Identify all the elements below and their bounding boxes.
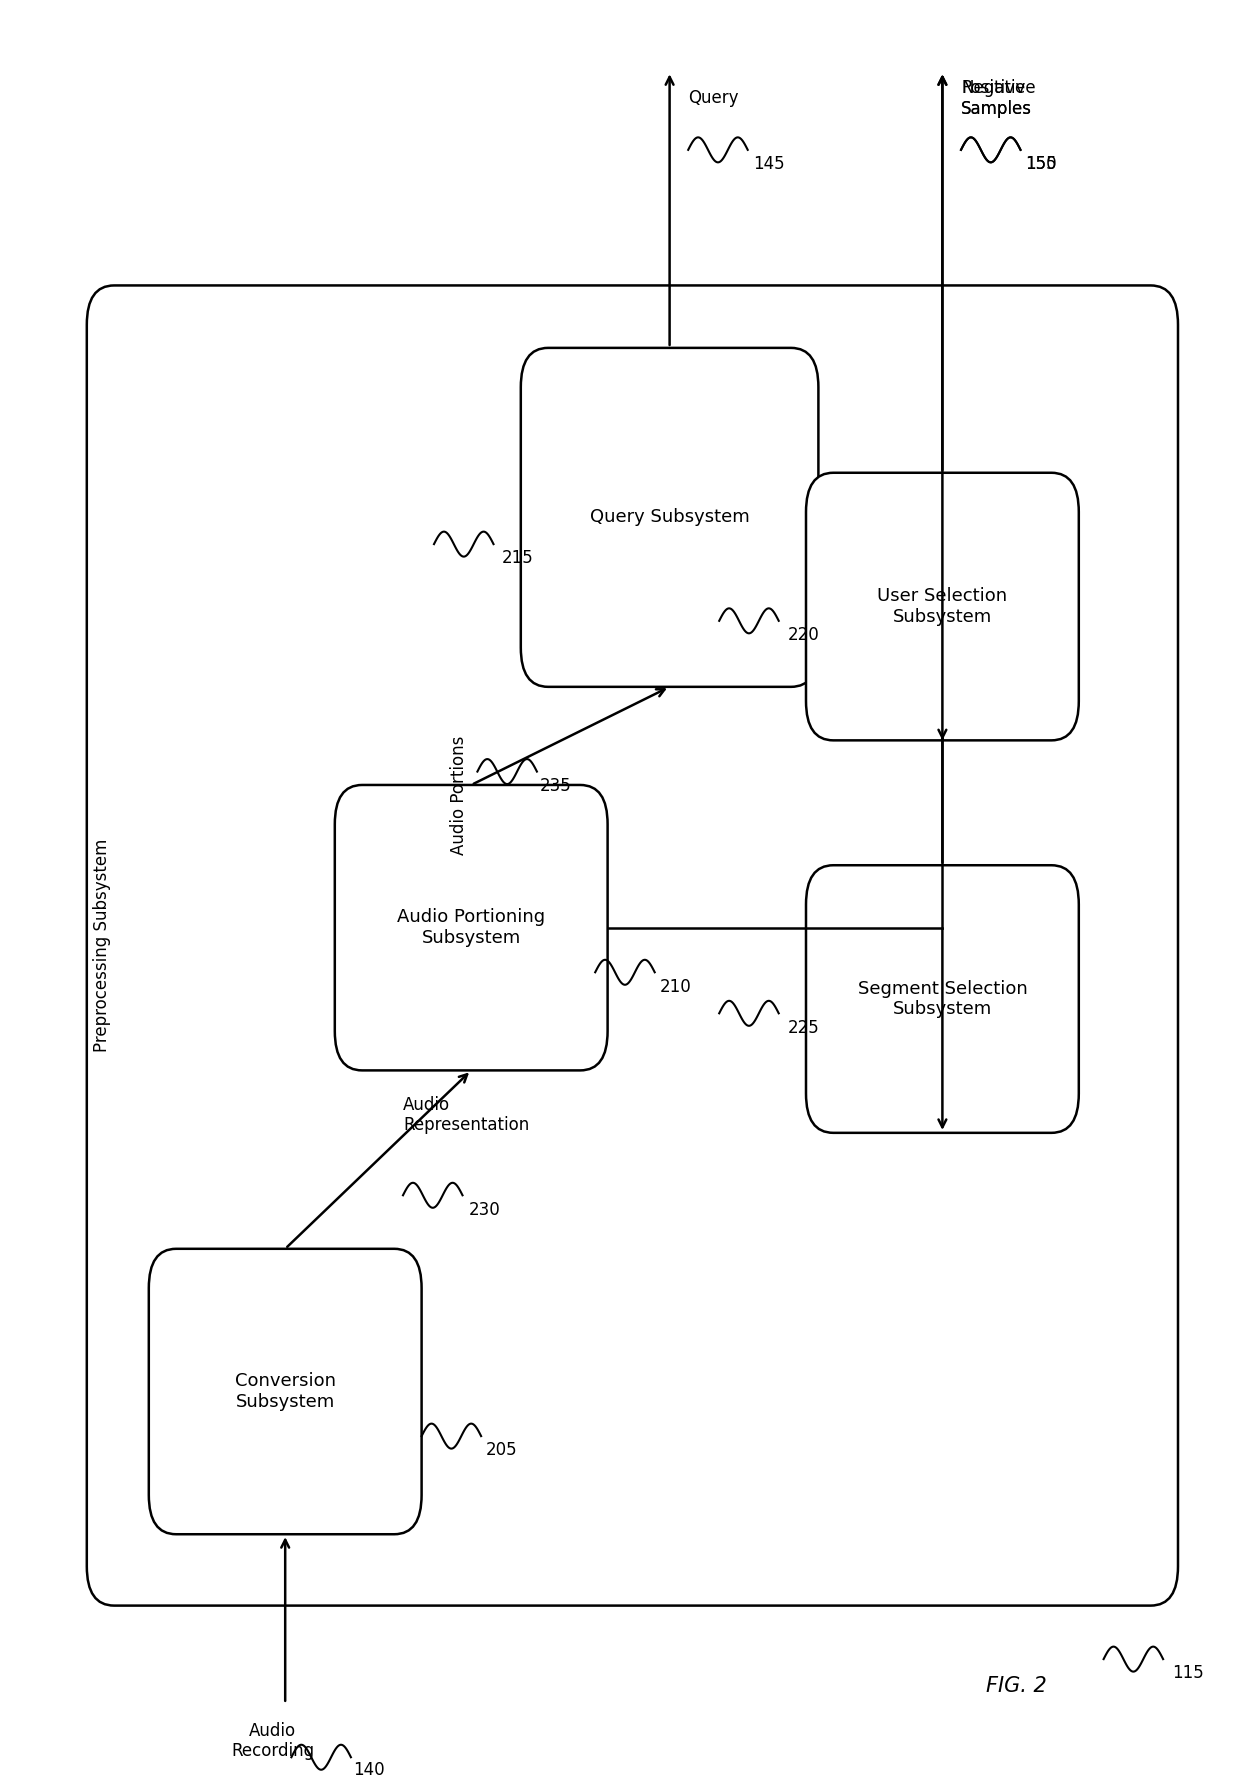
- Text: Conversion
Subsystem: Conversion Subsystem: [234, 1372, 336, 1411]
- Text: Negative
Samples: Negative Samples: [961, 78, 1035, 118]
- Text: Audio
Recording: Audio Recording: [231, 1722, 315, 1761]
- Text: Query Subsystem: Query Subsystem: [590, 508, 749, 526]
- Text: 225: 225: [787, 1019, 820, 1037]
- Text: User Selection
Subsystem: User Selection Subsystem: [878, 587, 1007, 626]
- FancyBboxPatch shape: [87, 285, 1178, 1606]
- Text: Audio Portions: Audio Portions: [450, 737, 467, 855]
- FancyBboxPatch shape: [149, 1249, 422, 1534]
- Text: 115: 115: [1172, 1664, 1204, 1682]
- Text: 230: 230: [469, 1201, 501, 1218]
- Text: 235: 235: [539, 776, 572, 796]
- Text: Positive
Samples: Positive Samples: [961, 78, 1032, 118]
- Text: Audio
Representation: Audio Representation: [403, 1095, 529, 1135]
- Text: 145: 145: [753, 155, 785, 173]
- FancyBboxPatch shape: [335, 785, 608, 1070]
- Text: 215: 215: [502, 549, 534, 567]
- Text: 220: 220: [787, 626, 820, 644]
- Text: 155: 155: [1025, 155, 1058, 173]
- FancyBboxPatch shape: [806, 473, 1079, 740]
- Text: Query: Query: [688, 89, 739, 107]
- Text: Audio Portioning
Subsystem: Audio Portioning Subsystem: [397, 908, 546, 947]
- FancyBboxPatch shape: [521, 348, 818, 687]
- Text: 150: 150: [1025, 155, 1058, 173]
- Text: Preprocessing Subsystem: Preprocessing Subsystem: [93, 838, 110, 1053]
- Text: 140: 140: [353, 1761, 386, 1779]
- Text: Segment Selection
Subsystem: Segment Selection Subsystem: [858, 979, 1027, 1019]
- Text: FIG. 2: FIG. 2: [987, 1675, 1047, 1697]
- FancyBboxPatch shape: [806, 865, 1079, 1133]
- Text: 205: 205: [486, 1441, 518, 1459]
- Text: 210: 210: [660, 978, 692, 995]
